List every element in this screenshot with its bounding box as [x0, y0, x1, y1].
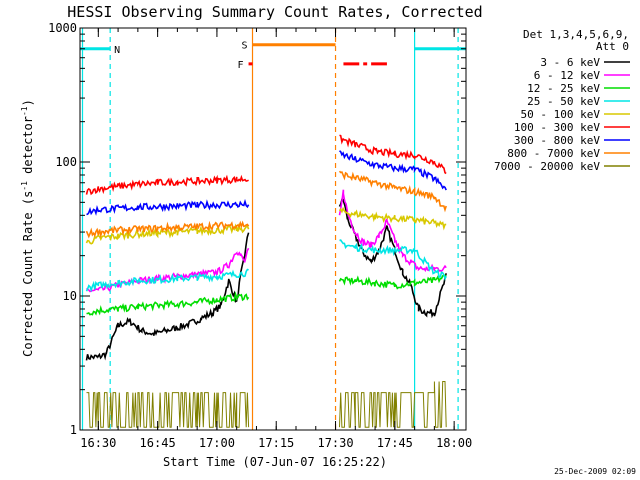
series-line-5: [85, 134, 447, 196]
x-axis-label: Start Time (07-Jun-07 16:25:22): [163, 455, 387, 469]
legend-label-8: 7000 - 20000 keV: [494, 160, 600, 173]
y-tick-label-2: 100: [55, 155, 77, 169]
flag-label-1: S: [241, 41, 247, 52]
series-line-7: [85, 170, 447, 239]
legend-header-line1: Det 1,3,4,5,6,9,: [523, 28, 629, 41]
legend-label-5: 100 - 300 keV: [514, 121, 600, 134]
generation-timestamp: 25-Dec-2009 02:09: [554, 467, 636, 476]
y-tick-label-1: 10: [63, 289, 77, 303]
y-axis-label-mid: detector: [21, 116, 35, 181]
legend-label-2: 12 - 25 keV: [527, 82, 600, 95]
x-tick-label-3: 17:15: [258, 436, 294, 450]
y-axis-label-sup2: -1: [20, 106, 29, 116]
x-tick-label-5: 17:45: [377, 436, 413, 450]
y-axis-label: Corrected Count Rate (s-1 detector-1): [20, 99, 35, 357]
x-tick-label-2: 17:00: [199, 436, 235, 450]
legend-label-0: 3 - 6 keV: [540, 56, 600, 69]
x-tick-label-0: 16:30: [80, 436, 116, 450]
x-tick-labels: 16:30 16:45 17:00 17:15 17:30 17:45 18:00: [80, 436, 472, 450]
y-axis-label-main: Corrected Count Rate (s: [21, 191, 35, 357]
legend-header-line2: Att 0: [596, 40, 629, 53]
series-line-4: [85, 206, 447, 245]
axes: [79, 27, 467, 431]
x-tick-label-1: 16:45: [140, 436, 176, 450]
flag-label-0: N: [114, 45, 120, 56]
chart-title: HESSI Observing Summary Count Rates, Cor…: [67, 3, 482, 21]
y-tick-labels: 1 10 100 1000: [48, 21, 77, 437]
legend-label-7: 800 - 7000 keV: [507, 147, 600, 160]
x-tick-label-4: 17:30: [317, 436, 353, 450]
plot-frame: [79, 27, 467, 431]
series-line-6: [86, 150, 447, 216]
plot-area: N SF: [80, 28, 466, 430]
y-tick-label-3: 1000: [48, 21, 77, 35]
legend-label-1: 6 - 12 keV: [534, 69, 601, 82]
series-line-3: [85, 239, 447, 293]
flag-label-2: F: [238, 60, 244, 71]
y-axis-label-end: ): [21, 99, 35, 106]
legend-label-3: 25 - 50 keV: [527, 95, 600, 108]
y-tick-label-0: 1: [70, 423, 77, 437]
series-line-2: [86, 274, 447, 316]
legend-label-6: 300 - 800 keV: [514, 134, 600, 147]
y-axis-label-sup1: -1: [20, 181, 29, 191]
x-tick-label-6: 18:00: [436, 436, 472, 450]
legend-label-4: 50 - 100 keV: [521, 108, 601, 121]
series-line-8: [86, 381, 447, 428]
